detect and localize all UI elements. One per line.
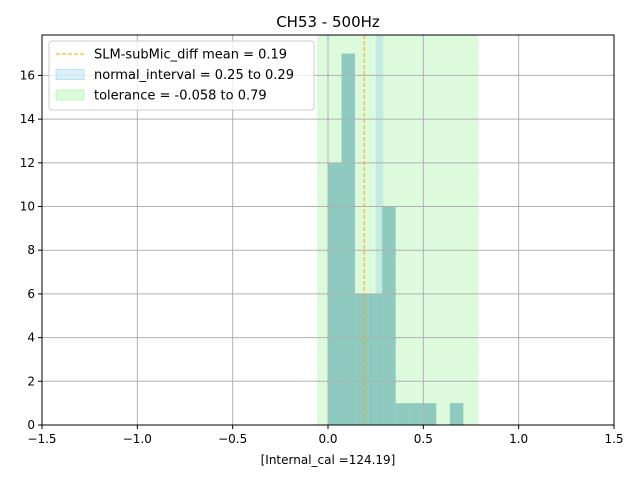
chart-title: CH53 - 500Hz [276, 13, 380, 31]
y-tick-label-5: 10 [20, 200, 35, 214]
normal-interval-span [375, 35, 384, 425]
x-tick-label-4: 0.5 [414, 432, 433, 446]
y-tick-label-1: 2 [27, 374, 35, 388]
histogram-bar-1 [341, 53, 356, 425]
legend-label-2: tolerance = -0.058 to 0.79 [94, 89, 267, 104]
histogram-bar-3 [368, 293, 383, 425]
histogram-bar-9 [449, 403, 464, 425]
histogram-bar-6 [409, 403, 423, 425]
x-tick-label-1: −1.0 [123, 432, 152, 446]
histogram-bar-4 [382, 206, 396, 425]
x-axis-label: [Internal_cal =124.19] [261, 453, 396, 467]
legend-box [48, 40, 315, 111]
ticks-layer: −1.5 −1.0 −0.5 0.0 0.5 1.0 1.5 0 2 4 6 8 10 12 14 16 [20, 68, 624, 446]
y-tick-label-2: 4 [27, 331, 35, 345]
legend-label-1: normal_interval = 0.25 to 0.29 [94, 68, 294, 83]
legend: SLM-subMic_diff mean = 0.19 normal_interv… [48, 40, 315, 111]
y-tick-label-6: 12 [20, 156, 35, 170]
legend-label-0: SLM-subMic_diff mean = 0.19 [94, 48, 287, 63]
x-tick-label-0: −1.5 [27, 432, 56, 446]
histogram-bar-5 [395, 403, 410, 425]
x-tick-label-6: 1.5 [604, 432, 623, 446]
y-tick-label-3: 6 [27, 287, 35, 301]
x-tick-label-3: 0.0 [318, 432, 337, 446]
y-tick-label-4: 8 [27, 243, 35, 257]
legend-swatch-tolerance [55, 89, 85, 101]
x-tick-label-2: −0.5 [218, 432, 247, 446]
histogram-bar-2 [355, 293, 369, 425]
x-tick-label-5: 1.0 [509, 432, 528, 446]
y-tick-label-8: 16 [20, 68, 35, 82]
y-tick-label-0: 0 [27, 418, 35, 432]
histogram-bar-7 [422, 403, 437, 425]
y-tick-label-7: 14 [20, 112, 35, 126]
bars-layer [328, 53, 464, 425]
legend-swatch-normal-interval [55, 69, 85, 80]
